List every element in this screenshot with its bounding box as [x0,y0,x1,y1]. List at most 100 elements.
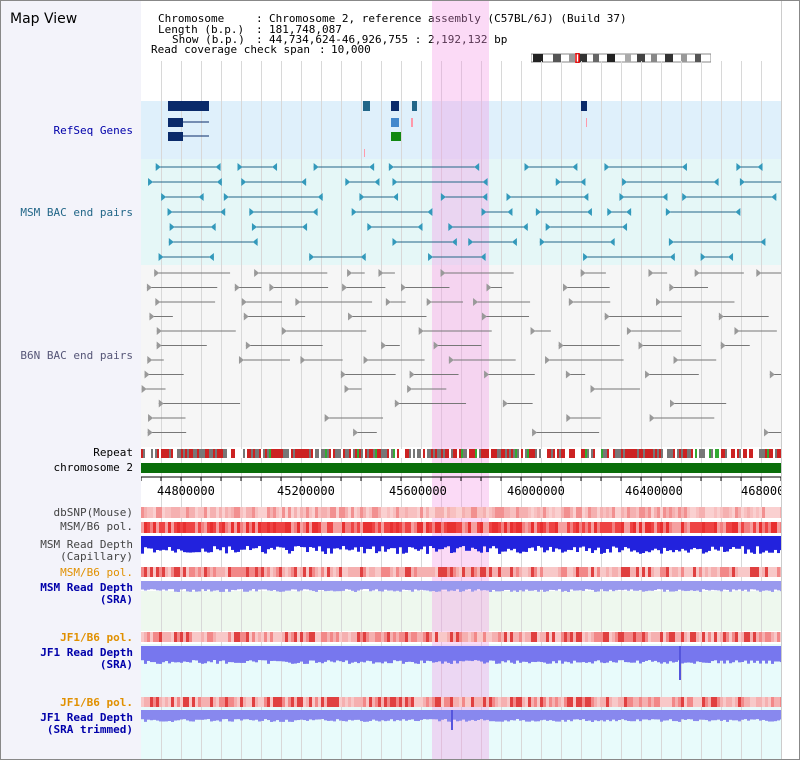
heat-cell [534,522,537,533]
depth-bar [207,581,210,590]
depth-bar [189,646,192,663]
track-label-dbsnp[interactable]: dbSNP(Mouse) [53,506,133,519]
repeat-segment [501,449,503,458]
track-label-msm-b6-pol-2[interactable]: MSM/B6 pol. [60,566,133,579]
repeat-segment [413,449,415,458]
heat-cell [609,507,612,518]
depth-bar [402,646,405,664]
heat-cell [303,507,306,518]
heat-cell [762,507,765,518]
repeat-segment [231,449,233,458]
heat-cell [384,697,387,707]
heat-cell [240,522,243,533]
heat-cell [225,507,228,518]
heat-cell [378,632,381,642]
heat-cell [510,632,513,642]
repeat-segment [257,449,259,458]
track-label-jf1-depth-sra-1[interactable]: JF1 Read Depth [40,646,133,659]
heat-cell [393,522,396,533]
repeat-segment [419,449,421,458]
track-label-jf1-b6-pol[interactable]: JF1/B6 pol. [60,631,133,644]
depth-bar [144,710,147,722]
depth-bar [180,710,183,720]
heat-cell [444,567,447,577]
heat-cell [330,697,333,707]
heat-cell [708,567,711,577]
track-label-repeat[interactable]: Repeat [93,446,133,459]
track-label-msm-b6-pol[interactable]: MSM/B6 pol. [60,520,133,533]
repeat-segment [705,449,707,458]
repeat-segment [405,449,407,458]
depth-bar [780,581,781,592]
heat-cell [780,632,781,642]
repeat-segment [303,449,305,458]
heat-cell [150,522,153,533]
heat-cell [627,507,630,518]
depth-bar [330,536,333,554]
msm-bac-end [735,208,741,216]
depth-bar [519,710,522,721]
b6n-bac-end [563,283,569,292]
depth-bar [159,646,162,664]
heat-cell [309,632,312,642]
track-label-msm-depth-sra-1[interactable]: MSM Read Depth [40,581,133,594]
repeat-segment [777,449,779,458]
heat-cell [300,567,303,577]
heat-cell [240,632,243,642]
heat-cell [219,567,222,577]
repeat-segment [689,449,691,458]
depth-bar [423,581,426,591]
heat-cell [630,697,633,707]
repeat-segment [175,449,177,458]
depth-bar [471,710,474,720]
depth-bar [522,710,525,721]
repeat-segment [275,449,277,458]
repeat-segment [485,449,487,458]
track-label-jf1-depth-trim-1[interactable]: JF1 Read Depth [40,711,133,724]
depth-bar [267,536,270,550]
depth-bar [318,581,321,591]
genome-track-area[interactable]: 44800000 45200000 45600000 46000000 4640… [141,1,799,759]
depth-bar [726,710,729,722]
depth-bar [531,710,534,721]
depth-bar [504,646,507,663]
gene-feature [363,101,370,111]
heat-cell [192,507,195,518]
depth-bar [480,536,483,553]
repeat-segment [621,449,623,458]
repeat-segment [727,449,729,458]
heat-cell [714,697,717,707]
heat-cell [339,522,342,533]
heat-cell [660,697,663,707]
heat-cell [489,697,492,707]
heat-cell [708,632,711,642]
repeat-segment [461,449,463,458]
repeat-segment [571,449,573,458]
depth-bar [357,536,360,552]
repeat-segment [499,449,501,458]
heat-cell [693,507,696,518]
msm-bac-end [251,223,257,231]
depth-bar [498,646,501,664]
track-label-b6n-bac[interactable]: B6N BAC end pairs [20,349,133,362]
track-label-jf1-b6-pol-2[interactable]: JF1/B6 pol. [60,696,133,709]
heat-cell [780,567,781,577]
heat-cell [153,522,156,533]
heat-cell [594,507,597,518]
repeat-segment [565,449,567,458]
heat-cell [267,697,270,707]
heat-cell [642,567,645,577]
track-label-chromosome[interactable]: chromosome 2 [53,461,133,474]
heat-cell [702,507,705,518]
heat-cell [201,632,204,642]
heat-cell [297,507,300,518]
heat-cell [234,507,237,518]
track-label-refseq[interactable]: RefSeq Genes [53,124,133,137]
heat-cell [498,632,501,642]
vertical-scrollbar[interactable] [781,1,799,759]
track-label-msm-depth-cap-1[interactable]: MSM Read Depth [40,538,133,551]
heat-cell [774,632,777,642]
depth-bar [660,536,663,554]
track-label-msm-bac[interactable]: MSM BAC end pairs [20,206,133,219]
repeat-segment [497,449,499,458]
